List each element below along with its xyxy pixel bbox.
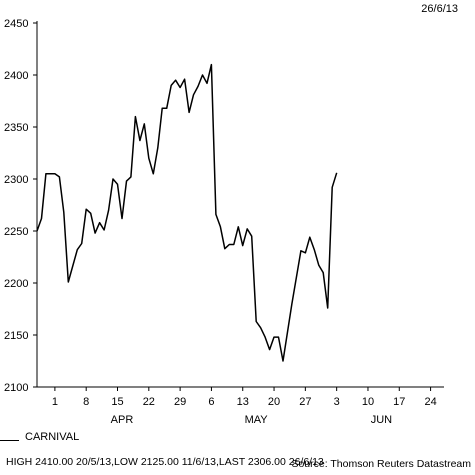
y-tick-label: 2200 [4,278,28,290]
legend: CARNIVAL [0,431,79,443]
x-tick-label: 13 [237,396,249,408]
x-tick-label: 1 [52,396,58,408]
x-tick-label: 10 [362,396,374,408]
x-tick-label: 6 [208,396,214,408]
x-tick-label: 27 [299,396,311,408]
x-tick-label: 22 [143,396,155,408]
x-tick-label: 17 [393,396,405,408]
footer-stats: HIGH 2410.00 20/5/13,LOW 2125.00 11/6/13… [6,456,324,468]
y-tick-label: 2400 [4,70,28,82]
date-stamp: 26/6/13 [421,3,458,15]
x-tick-label: 29 [174,396,186,408]
x-tick-label: 15 [111,396,123,408]
y-axis: 2100 2150 2200 2250 2300 2350 2400 2450 [4,18,38,394]
y-tick-label: 2150 [4,330,28,342]
footer-source: Source: Thomson Reuters Datastream [291,458,471,470]
month-label: MAY [245,414,269,426]
y-tick-label: 2250 [4,226,28,238]
x-tick-label: 20 [268,396,280,408]
legend-label: CARNIVAL [25,431,80,443]
y-tick-label: 2300 [4,174,28,186]
x-tick-label: 3 [334,396,340,408]
x-axis: 1 8 15 22 29 6 13 20 27 3 10 17 24 APR MAY JUN [37,386,444,426]
y-tick-label: 2450 [4,18,28,30]
legend-line-swatch [0,439,19,441]
series-line-carnival [36,63,338,362]
y-tick-label: 2350 [4,122,28,134]
x-tick-label: 24 [424,396,436,408]
month-label: APR [111,414,134,426]
y-tick-label: 2100 [4,382,28,394]
x-tick-label: 8 [83,396,89,408]
series-layer [36,63,338,362]
month-label: JUN [371,414,392,426]
